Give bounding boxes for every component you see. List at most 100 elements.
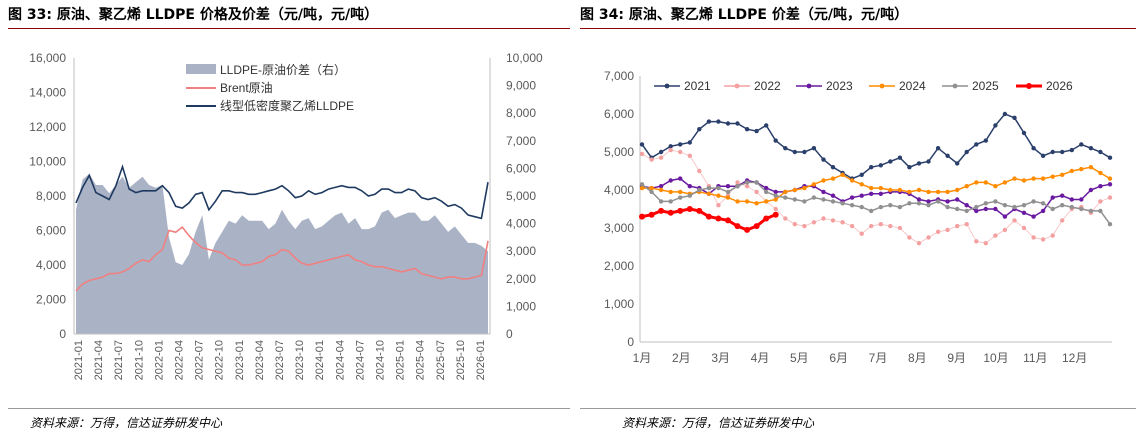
point-2024 <box>773 197 778 202</box>
point-2025 <box>1040 201 1046 206</box>
point-2022 <box>658 155 664 160</box>
point-2023 <box>916 197 922 202</box>
point-2022 <box>955 223 960 229</box>
point-2025 <box>639 182 645 187</box>
point-2024 <box>1050 174 1055 179</box>
point-2026 <box>639 213 645 220</box>
point-2026 <box>763 215 770 222</box>
point-2023 <box>945 199 950 204</box>
point-2022 <box>754 189 759 195</box>
point-2024 <box>926 189 931 195</box>
point-2021 <box>964 149 969 155</box>
point-2022 <box>1060 218 1065 223</box>
point-2023 <box>974 208 979 214</box>
point-2026 <box>686 206 693 212</box>
point-2023 <box>1050 195 1055 200</box>
point-2024 <box>964 184 969 189</box>
point-2024 <box>840 172 845 177</box>
legend-label-2023: 2023 <box>826 79 853 93</box>
point-2025 <box>869 208 874 214</box>
point-2021 <box>1098 149 1103 155</box>
x-tick-label: 1月 <box>633 351 652 365</box>
x-tick-label: 2024-04 <box>334 340 346 380</box>
y-left-tick-label: 8,000 <box>36 189 66 203</box>
x-tick-label: 5月 <box>790 351 809 365</box>
point-2021 <box>897 155 903 160</box>
point-2024 <box>764 199 769 204</box>
point-2023 <box>658 184 664 189</box>
point-2023 <box>725 184 731 189</box>
point-2022 <box>840 220 845 225</box>
point-2023 <box>668 178 673 183</box>
point-2021 <box>697 127 702 132</box>
point-2022 <box>916 241 922 246</box>
y-left-tick-label: 16,000 <box>29 51 66 65</box>
x-tick-label: 12月 <box>1062 351 1087 365</box>
x-tick-label: 2026-01 <box>475 340 487 380</box>
point-2024 <box>830 176 836 181</box>
point-2021 <box>773 138 778 143</box>
spread-area <box>76 173 488 334</box>
point-2022 <box>649 157 654 162</box>
figure-34-title: 图 34: 原油、聚乙烯 LLDPE 价差（元/吨，元/吨） <box>580 7 909 23</box>
point-2025 <box>1107 222 1113 227</box>
point-2021 <box>935 146 941 151</box>
brent-line <box>75 225 489 292</box>
legend-label-2025: 2025 <box>972 79 999 93</box>
x-tick-label: 2021-10 <box>133 340 145 380</box>
point-2024 <box>649 185 654 191</box>
point-2025 <box>811 195 817 200</box>
legend-label-2024: 2024 <box>899 79 926 93</box>
point-2023 <box>1060 193 1065 198</box>
x-tick-label: 2021-01 <box>73 340 85 380</box>
point-2021 <box>668 144 673 149</box>
point-2024 <box>1088 165 1094 170</box>
point-2022 <box>668 147 673 153</box>
point-2024 <box>706 191 712 196</box>
point-2021 <box>639 142 645 147</box>
figure-33-title: 图 33: 原油、聚乙烯 LLDPE 价格及价差（元/吨，元/吨） <box>8 7 379 23</box>
point-2022 <box>888 223 893 229</box>
x-tick-label: 2025-01 <box>395 340 407 380</box>
legend-marker-2023 <box>806 83 812 89</box>
point-2025 <box>945 204 950 210</box>
point-2022 <box>735 180 740 185</box>
x-tick-label: 2025-04 <box>415 340 427 380</box>
point-2025 <box>955 206 960 212</box>
point-2021 <box>926 159 931 164</box>
point-2024 <box>821 178 826 183</box>
y-right-tick-label: 9,000 <box>506 79 536 93</box>
point-2021 <box>1079 142 1084 147</box>
point-2025 <box>821 197 826 202</box>
legend-label-brent: Brent原油 <box>220 81 273 95</box>
point-2024 <box>907 189 912 195</box>
point-2022 <box>878 222 883 227</box>
point-2023 <box>1069 197 1075 202</box>
point-2023 <box>1107 182 1113 187</box>
y-right-tick-label: 3,000 <box>506 244 536 258</box>
point-2025 <box>916 201 922 206</box>
point-2021 <box>764 123 769 128</box>
point-2025 <box>716 185 721 191</box>
point-2025 <box>658 199 664 204</box>
y-tick-label: 7,000 <box>604 69 634 83</box>
point-2021 <box>993 123 998 128</box>
point-2021 <box>1021 130 1027 136</box>
point-2022 <box>744 184 750 189</box>
legend-label-lldpe: 线型低密度聚乙烯LLDPE <box>220 98 354 113</box>
point-2023 <box>926 199 931 204</box>
point-2023 <box>983 206 988 212</box>
y-left-tick-label: 14,000 <box>29 86 66 100</box>
point-2023 <box>869 191 874 196</box>
y-left-tick-label: 4,000 <box>36 258 66 272</box>
legend-marker-2025 <box>952 83 958 89</box>
point-2025 <box>678 195 683 200</box>
point-2022 <box>935 229 941 234</box>
point-2022 <box>1031 235 1036 240</box>
y-left-tick-label: 10,000 <box>29 155 66 169</box>
point-2023 <box>1088 187 1094 193</box>
point-2025 <box>1031 199 1036 204</box>
point-2024 <box>1098 170 1103 176</box>
point-2024 <box>1079 166 1084 172</box>
x-tick-label: 9月 <box>947 351 966 365</box>
